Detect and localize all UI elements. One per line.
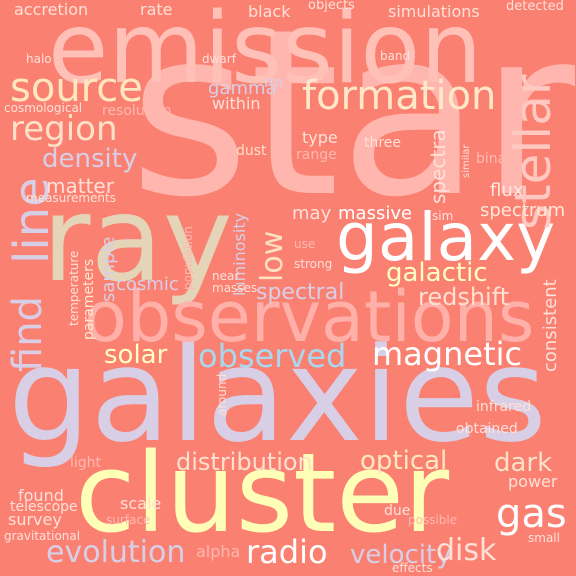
word-optical: optical (360, 446, 448, 476)
word-low: low (255, 230, 290, 282)
word-emission: emission (48, 0, 483, 106)
word-found: found (18, 486, 64, 505)
word-gas: gas (496, 491, 567, 537)
word-objects: objects (308, 0, 355, 13)
word-simulations: simulations (388, 2, 480, 21)
word-massive: massive (338, 203, 413, 224)
word-temperature: temperature (67, 250, 81, 326)
word-cosmological: cosmological (4, 101, 83, 115)
word-consistent: consistent (540, 279, 561, 372)
word-radio: radio (246, 533, 328, 571)
word-telescope: telescope (10, 499, 78, 515)
word-band: band (380, 49, 411, 63)
word-type: type (302, 128, 338, 147)
word-similar: similar (461, 144, 472, 178)
word-masses: masses (212, 281, 258, 295)
word-within: within (212, 94, 261, 113)
word-star: star (129, 0, 575, 248)
word-matter: matter (46, 174, 114, 198)
word-power: power (508, 472, 558, 491)
word-flux: flux (490, 180, 524, 201)
word-evolution: evolution (46, 535, 186, 570)
word-population: population (181, 226, 195, 290)
word-small: small (528, 531, 560, 545)
word-spectrum: spectrum (480, 200, 566, 221)
word-sim: sim (432, 209, 454, 223)
word-formation: formation (302, 73, 497, 119)
word-disk: disk (436, 533, 497, 568)
word-spectral: spectral (256, 280, 345, 305)
word-surface: surface (106, 513, 151, 527)
word-cluster: cluster (75, 429, 450, 557)
word-range: range (296, 147, 337, 163)
word-black: black (248, 2, 291, 21)
word-spectra: spectra (426, 129, 450, 204)
word-may: may (292, 203, 332, 224)
word-alpha: alpha (196, 542, 241, 561)
word-gamma: gamma (208, 78, 277, 99)
word-galaxies: galaxies (8, 319, 547, 471)
word-region: region (10, 109, 118, 149)
word-rate: rate (140, 0, 173, 19)
word-distribution: distribution (176, 448, 313, 476)
word-galaxy: galaxy (336, 199, 556, 276)
word-use: use (294, 237, 316, 251)
word-rm: rm (264, 75, 284, 91)
word-dark: dark (494, 448, 553, 478)
word-density: density (42, 144, 138, 174)
word-velocity: velocity (350, 540, 452, 570)
word-halo: halo (26, 52, 52, 66)
word-possible: possible (408, 513, 458, 527)
word-survey: survey (8, 510, 62, 529)
word-binary: binary (476, 151, 521, 167)
word-around: around (215, 373, 229, 416)
word-dust: dust (236, 143, 267, 159)
word-observations: observations (84, 276, 535, 358)
word-source: source (10, 65, 143, 111)
word-cosmic: cosmic (116, 274, 179, 295)
word-infrared: infrared (476, 399, 531, 415)
word-dwarf: dwarf (202, 52, 236, 66)
word-effects: effects (392, 561, 433, 575)
word-accretion: accretion (14, 0, 89, 19)
word-measurements: measurements (26, 191, 116, 205)
word-parameters: parameters (81, 258, 97, 340)
word-scale: scale (120, 494, 162, 513)
word-redshift: redshift (418, 283, 510, 311)
word-strong: strong (294, 257, 333, 271)
word-near: near (212, 269, 240, 283)
word-observed: observed (198, 337, 347, 375)
word-detected: detected (506, 0, 564, 14)
word-solar: solar (104, 340, 168, 370)
word-galactic: galactic (386, 258, 488, 288)
word-three: three (364, 135, 402, 151)
word-resolution: resolution (102, 103, 172, 119)
word-magnetic: magnetic (372, 335, 523, 373)
word-obtained: obtained (456, 421, 518, 437)
word-light: light (70, 455, 102, 471)
word-gravitational: gravitational (4, 529, 81, 543)
word-due: due (384, 503, 411, 519)
word-find: find (5, 296, 51, 372)
word-ray: ray (42, 170, 233, 308)
